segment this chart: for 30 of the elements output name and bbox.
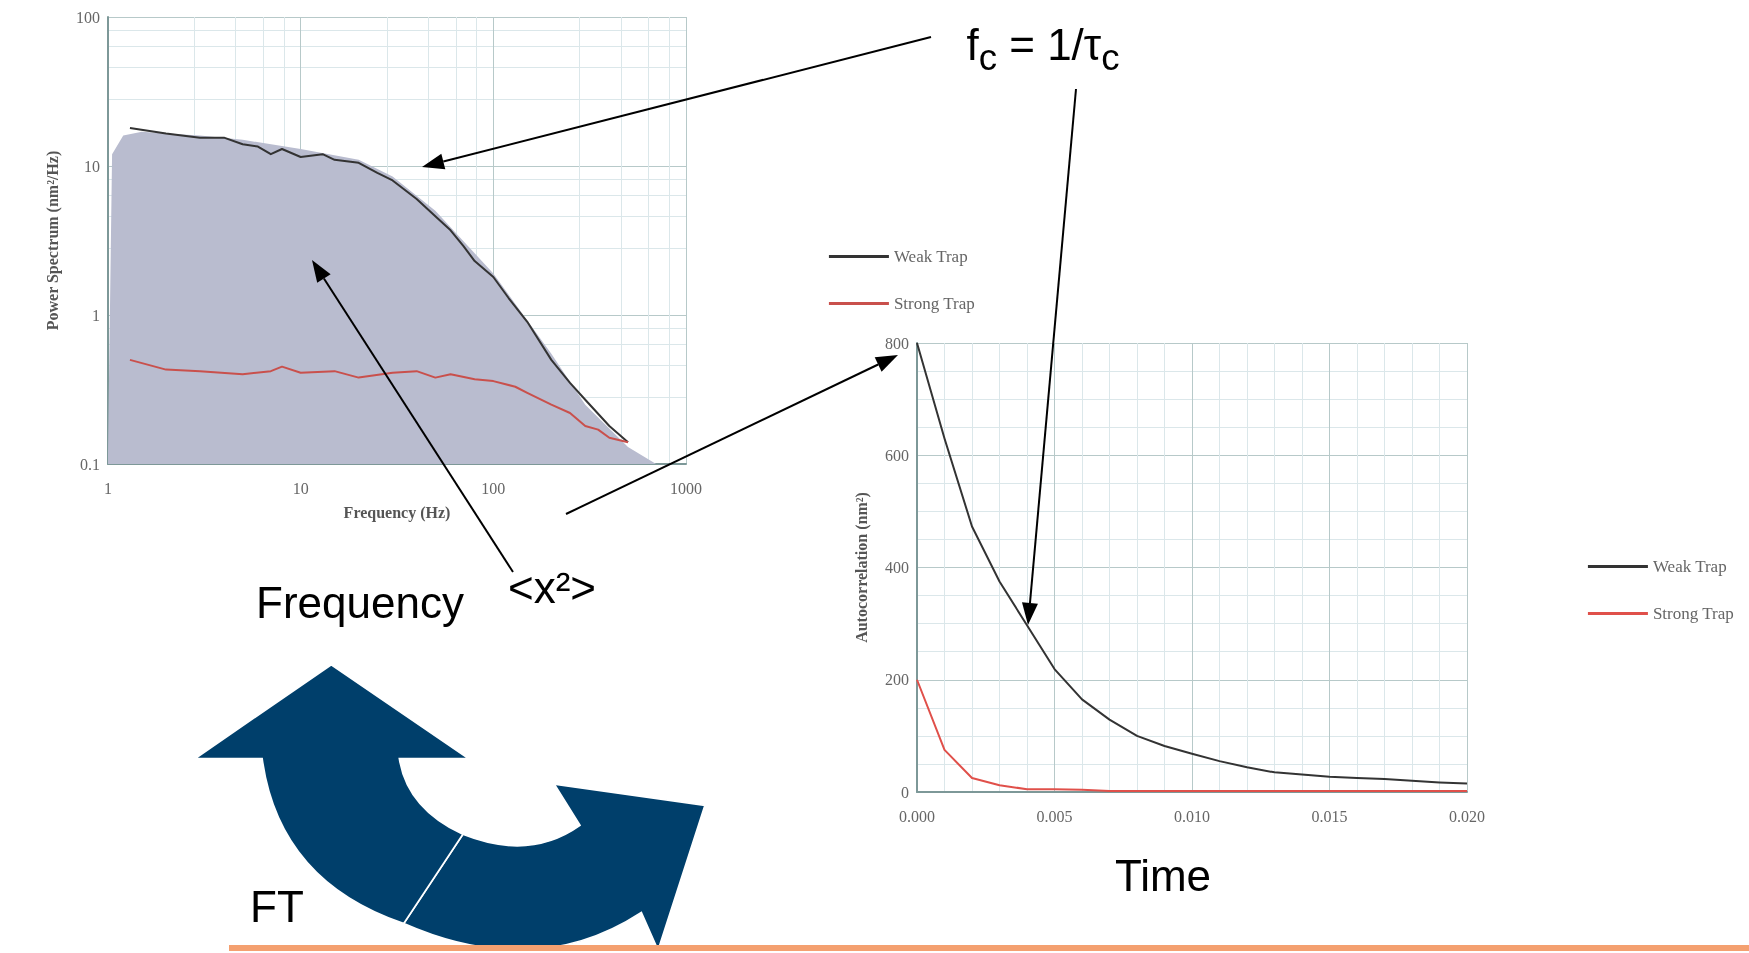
text: <x²> — [507, 563, 597, 612]
x-tick-label: 0.020 — [1449, 807, 1485, 825]
text: Time — [1114, 851, 1212, 900]
x-axis-title: Frequency (Hz) — [343, 503, 451, 522]
text: f$_{c}$ = 1/τ$_{c}$ — [966, 20, 1120, 79]
y-tick-label: 10 — [84, 157, 100, 175]
x-tick-label: 10 — [292, 479, 309, 497]
x-tick-label: 0.015 — [1311, 807, 1348, 825]
y-axis-title: Autocorrelation (nm²) — [852, 492, 871, 643]
legend-label: Strong Trap — [893, 294, 975, 313]
y-tick-label: 800 — [885, 334, 909, 352]
y-tick-label: 200 — [885, 671, 909, 689]
x-tick-label: 100 — [481, 479, 506, 497]
x-tick-label: 0.010 — [1174, 807, 1210, 825]
legend-label: Weak Trap — [893, 247, 968, 266]
x-tick-label: 0.000 — [899, 807, 935, 825]
y-tick-label: 600 — [885, 446, 909, 464]
y-tick-label: 100 — [76, 8, 100, 26]
text: Frequency — [256, 578, 464, 627]
y-axis-title: Power Spectrum (nm²/Hz) — [43, 150, 62, 331]
x-tick-label: 1000 — [670, 479, 702, 497]
legend-label: Weak Trap — [1652, 557, 1727, 576]
y-tick-label: 0 — [901, 783, 909, 801]
x-tick-label: 0.005 — [1036, 807, 1073, 825]
y-tick-label: 400 — [885, 559, 909, 576]
y-tick-label: 0.1 — [80, 455, 100, 473]
x-tick-label: 1 — [104, 479, 112, 497]
y-tick-label: 1 — [92, 306, 100, 324]
text: FT — [250, 882, 304, 931]
legend-label: Strong Trap — [1652, 604, 1734, 623]
